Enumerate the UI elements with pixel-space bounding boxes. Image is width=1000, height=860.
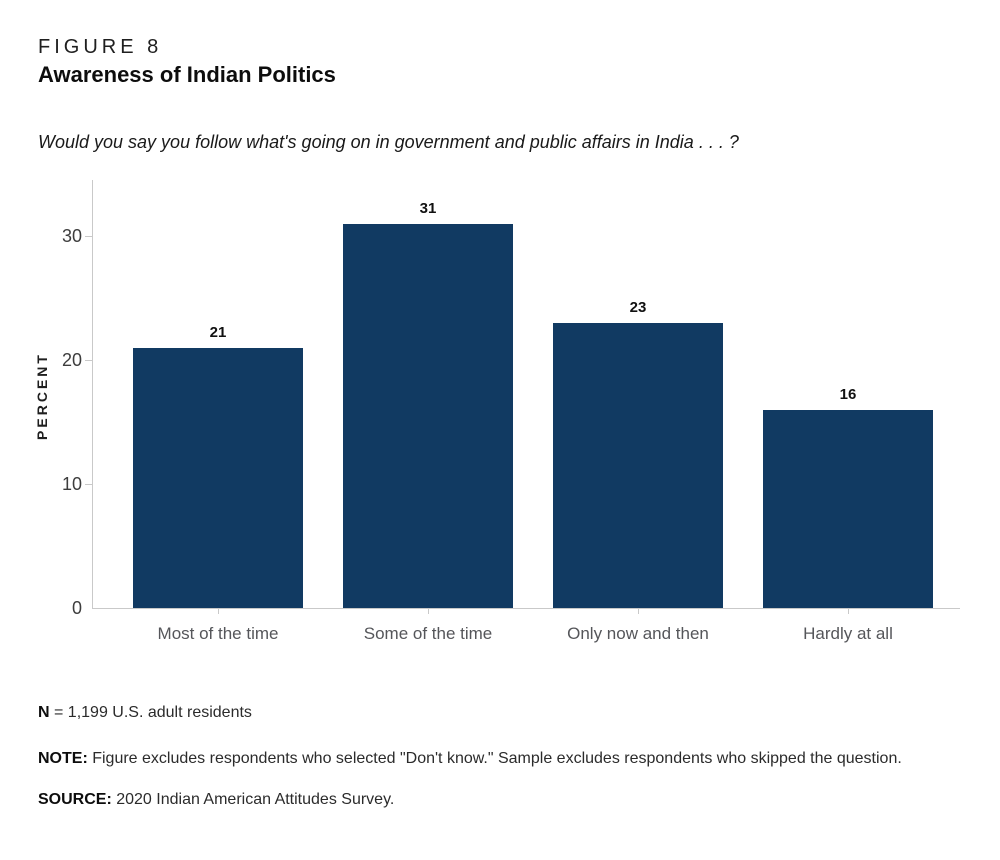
- x-axis-tick: [218, 608, 219, 614]
- figure-note: NOTE: Figure excludes respondents who se…: [38, 750, 902, 768]
- bar-value-label: 16: [839, 386, 857, 403]
- x-axis-line: [92, 608, 960, 609]
- x-axis-category-label: Some of the time: [363, 624, 493, 643]
- source-text: 2020 Indian American Attitudes Survey.: [111, 791, 395, 808]
- bar-value-label: 21: [209, 324, 227, 341]
- bar-most-of-the-time: [133, 348, 303, 608]
- bar-value-label: 31: [419, 200, 437, 217]
- x-axis-tick: [428, 608, 429, 614]
- x-axis-tick: [638, 608, 639, 614]
- sample-size-note: N = 1,199 U.S. adult residents: [38, 704, 252, 722]
- note-text: Figure excludes respondents who selected…: [87, 750, 902, 767]
- y-axis-tick-label: 20: [61, 350, 82, 370]
- bar-hardly-at-all: [763, 410, 933, 608]
- y-axis-tick-label: 10: [61, 474, 82, 494]
- y-axis-line: [92, 180, 93, 608]
- y-axis-tick-label: 0: [71, 598, 82, 618]
- figure-title: Awareness of Indian Politics: [38, 62, 336, 87]
- x-axis-tick: [848, 608, 849, 614]
- sample-size-text: = 1,199 U.S. adult residents: [49, 704, 252, 721]
- y-axis-tick: [85, 360, 92, 361]
- y-axis-tick: [85, 484, 92, 485]
- sample-size-label: N: [38, 704, 50, 721]
- x-axis-category-label: Most of the time: [157, 624, 279, 643]
- bar-some-of-the-time: [343, 224, 513, 608]
- note-label: NOTE:: [38, 750, 88, 767]
- figure-source: SOURCE: 2020 Indian American Attitudes S…: [38, 791, 394, 809]
- y-axis-tick: [85, 236, 92, 237]
- bar-value-label: 23: [629, 299, 647, 316]
- x-axis-category-label: Hardly at all: [803, 624, 893, 643]
- y-axis-tick-label: 30: [61, 226, 82, 246]
- bar-only-now-and-then: [553, 323, 723, 608]
- survey-question: Would you say you follow what's going on…: [38, 132, 739, 152]
- bar-chart: PERCENT 0 10 20 30 21 Most of the time 31 Some …: [0, 170, 1000, 670]
- figure-label: FIGURE 8: [38, 36, 163, 58]
- x-axis-category-label: Only now and then: [567, 624, 709, 643]
- source-label: SOURCE:: [38, 791, 112, 808]
